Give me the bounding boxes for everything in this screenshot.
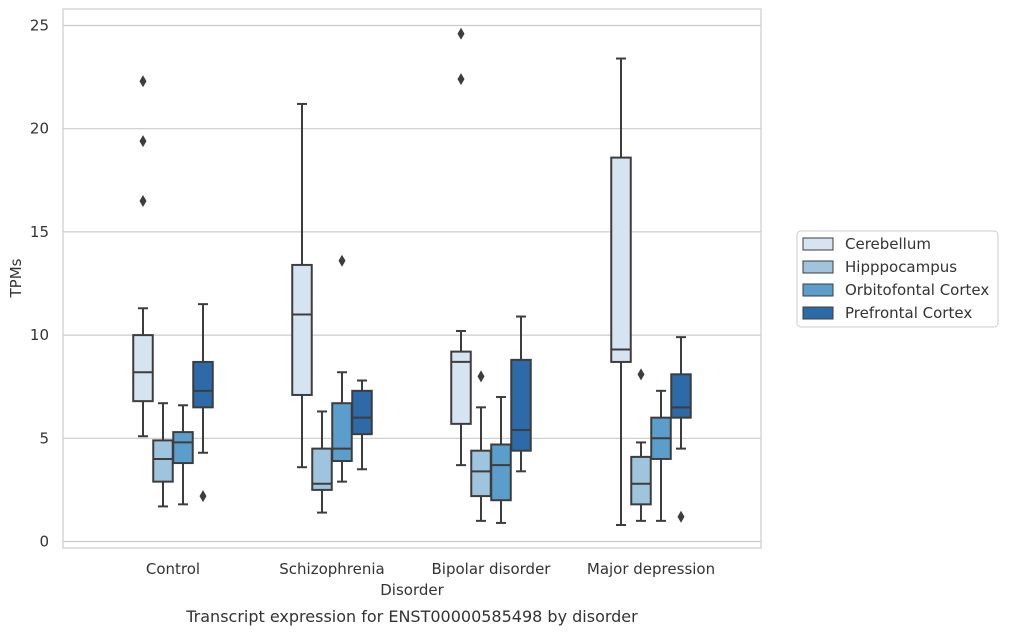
box-prefrontal-cortex: [351, 379, 373, 471]
legend-label: Hipppocampus: [845, 258, 957, 276]
box-orbitofontal-cortex: [490, 396, 512, 524]
boxes-layer: [132, 27, 692, 526]
iqr-box: [670, 373, 692, 419]
legend: Cerebellum Hipppocampus Orbitofontal Corte…: [796, 230, 999, 328]
outlier-point: [637, 368, 645, 381]
legend-label: Cerebellum: [845, 235, 931, 253]
box-cerebellum: [132, 75, 154, 438]
outlier-point: [477, 370, 485, 383]
x-axis-title: Disorder: [380, 581, 444, 599]
outlier-point: [677, 510, 685, 523]
iqr-box: [610, 156, 632, 363]
x-tick-label: Major depression: [587, 560, 715, 578]
legend-swatch: [802, 237, 834, 251]
x-tick-labels: Control Schizophrenia Bipolar disorder Majo…: [146, 560, 715, 578]
iqr-box: [192, 360, 214, 409]
legend-swatch: [802, 260, 834, 274]
iqr-box: [132, 334, 154, 403]
y-tick-label: 0: [39, 533, 49, 551]
outlier-point: [199, 490, 207, 503]
outlier-point: [139, 75, 147, 88]
outlier-point: [338, 254, 346, 267]
box-cerebellum: [291, 102, 313, 469]
box-hipppocampus: [470, 370, 492, 522]
iqr-box: [510, 358, 532, 452]
y-tick-labels: 0 5 10 15 20 25: [30, 17, 49, 551]
y-tick-label: 25: [30, 17, 49, 35]
iqr-box: [331, 402, 353, 463]
box-orbitofontal-cortex: [172, 404, 194, 506]
iqr-box: [311, 447, 333, 491]
y-axis-title: TPMs: [7, 258, 25, 298]
box-cerebellum: [450, 27, 472, 467]
x-tick-label: Bipolar disorder: [432, 560, 552, 578]
box-orbitofontal-cortex: [650, 389, 672, 522]
box-cerebellum: [610, 57, 632, 526]
iqr-box: [450, 350, 472, 425]
iqr-box: [630, 455, 652, 506]
legend-swatch: [802, 306, 834, 320]
iqr-box: [470, 449, 492, 498]
box-prefrontal-cortex: [192, 303, 214, 503]
box-orbitofontal-cortex: [331, 254, 353, 483]
iqr-box: [152, 439, 174, 483]
x-tick-label: Schizophrenia: [279, 560, 384, 578]
legend-label: Prefrontal Cortex: [845, 304, 972, 322]
chart-caption: Transcript expression for ENST0000058549…: [185, 607, 638, 626]
outlier-point: [457, 73, 465, 86]
iqr-box: [351, 389, 373, 436]
box-hipppocampus: [152, 402, 174, 508]
plot-area: [62, 8, 762, 549]
legend-frame: [796, 230, 999, 328]
x-tick-label: Control: [146, 560, 200, 578]
outlier-point: [139, 194, 147, 207]
outlier-point: [457, 27, 465, 40]
outlier-point: [139, 135, 147, 148]
iqr-box: [490, 443, 512, 502]
legend-swatch: [802, 283, 834, 297]
iqr-box: [291, 263, 313, 396]
legend-label: Orbitofontal Cortex: [845, 281, 989, 299]
y-tick-label: 5: [39, 429, 49, 447]
box-prefrontal-cortex: [670, 336, 692, 523]
y-tick-label: 20: [30, 120, 49, 138]
y-tick-label: 10: [30, 326, 49, 344]
box-hipppocampus: [311, 410, 333, 514]
box-hipppocampus: [630, 368, 652, 522]
iqr-box: [172, 431, 194, 465]
box-prefrontal-cortex: [510, 315, 532, 473]
y-tick-label: 15: [30, 223, 49, 241]
